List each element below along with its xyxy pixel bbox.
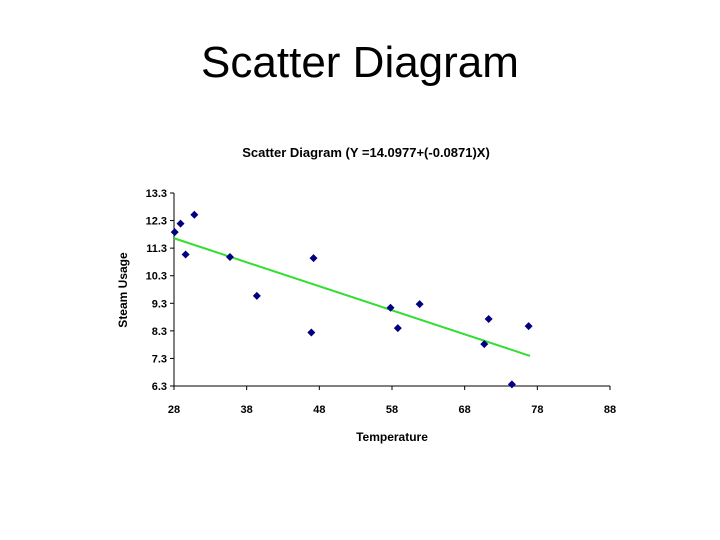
y-tick-label: 8.3	[152, 326, 167, 338]
chart-title: Scatter Diagram (Y =14.0977+(-0.0871)X)	[242, 145, 490, 160]
y-tick-label: 10.3	[146, 271, 167, 283]
x-tick-label: 48	[313, 404, 325, 416]
y-tick-label: 7.3	[152, 353, 167, 365]
data-point	[386, 303, 395, 312]
data-point	[225, 252, 234, 261]
y-axis-ticks: 13.3 12.3 11.3 10.3 9.3 8.3 7.3 6.3	[146, 188, 174, 393]
data-point	[176, 219, 185, 228]
data-point	[309, 254, 318, 263]
data-point	[484, 315, 493, 324]
data-point	[393, 324, 402, 333]
data-point	[415, 300, 424, 309]
data-point	[252, 291, 261, 300]
y-tick-label: 9.3	[152, 298, 167, 310]
x-tick-label: 38	[241, 404, 253, 416]
y-tick-label: 13.3	[146, 188, 167, 200]
data-point	[307, 328, 316, 337]
data-point	[480, 340, 489, 349]
y-tick-label: 12.3	[146, 216, 167, 228]
trendline-group	[173, 237, 531, 357]
x-tick-label: 68	[459, 404, 471, 416]
y-tick-label: 6.3	[152, 381, 167, 393]
x-tick-label: 78	[531, 404, 543, 416]
x-axis-ticks: 28 38 48 58 68 78 88	[168, 386, 616, 416]
y-axis-label: Steam Usage	[116, 252, 130, 328]
data-points	[170, 210, 533, 389]
x-tick-label: 28	[168, 404, 180, 416]
x-axis-label: Temperature	[356, 430, 428, 444]
data-point	[181, 250, 190, 259]
data-point	[507, 380, 516, 389]
data-point	[190, 210, 199, 219]
x-tick-label: 58	[386, 404, 398, 416]
slide-title: Scatter Diagram	[201, 38, 519, 87]
y-tick-label: 11.3	[146, 243, 167, 255]
trendline	[173, 237, 531, 357]
data-point	[170, 228, 179, 237]
x-tick-label: 88	[604, 404, 616, 416]
data-point	[524, 322, 533, 331]
